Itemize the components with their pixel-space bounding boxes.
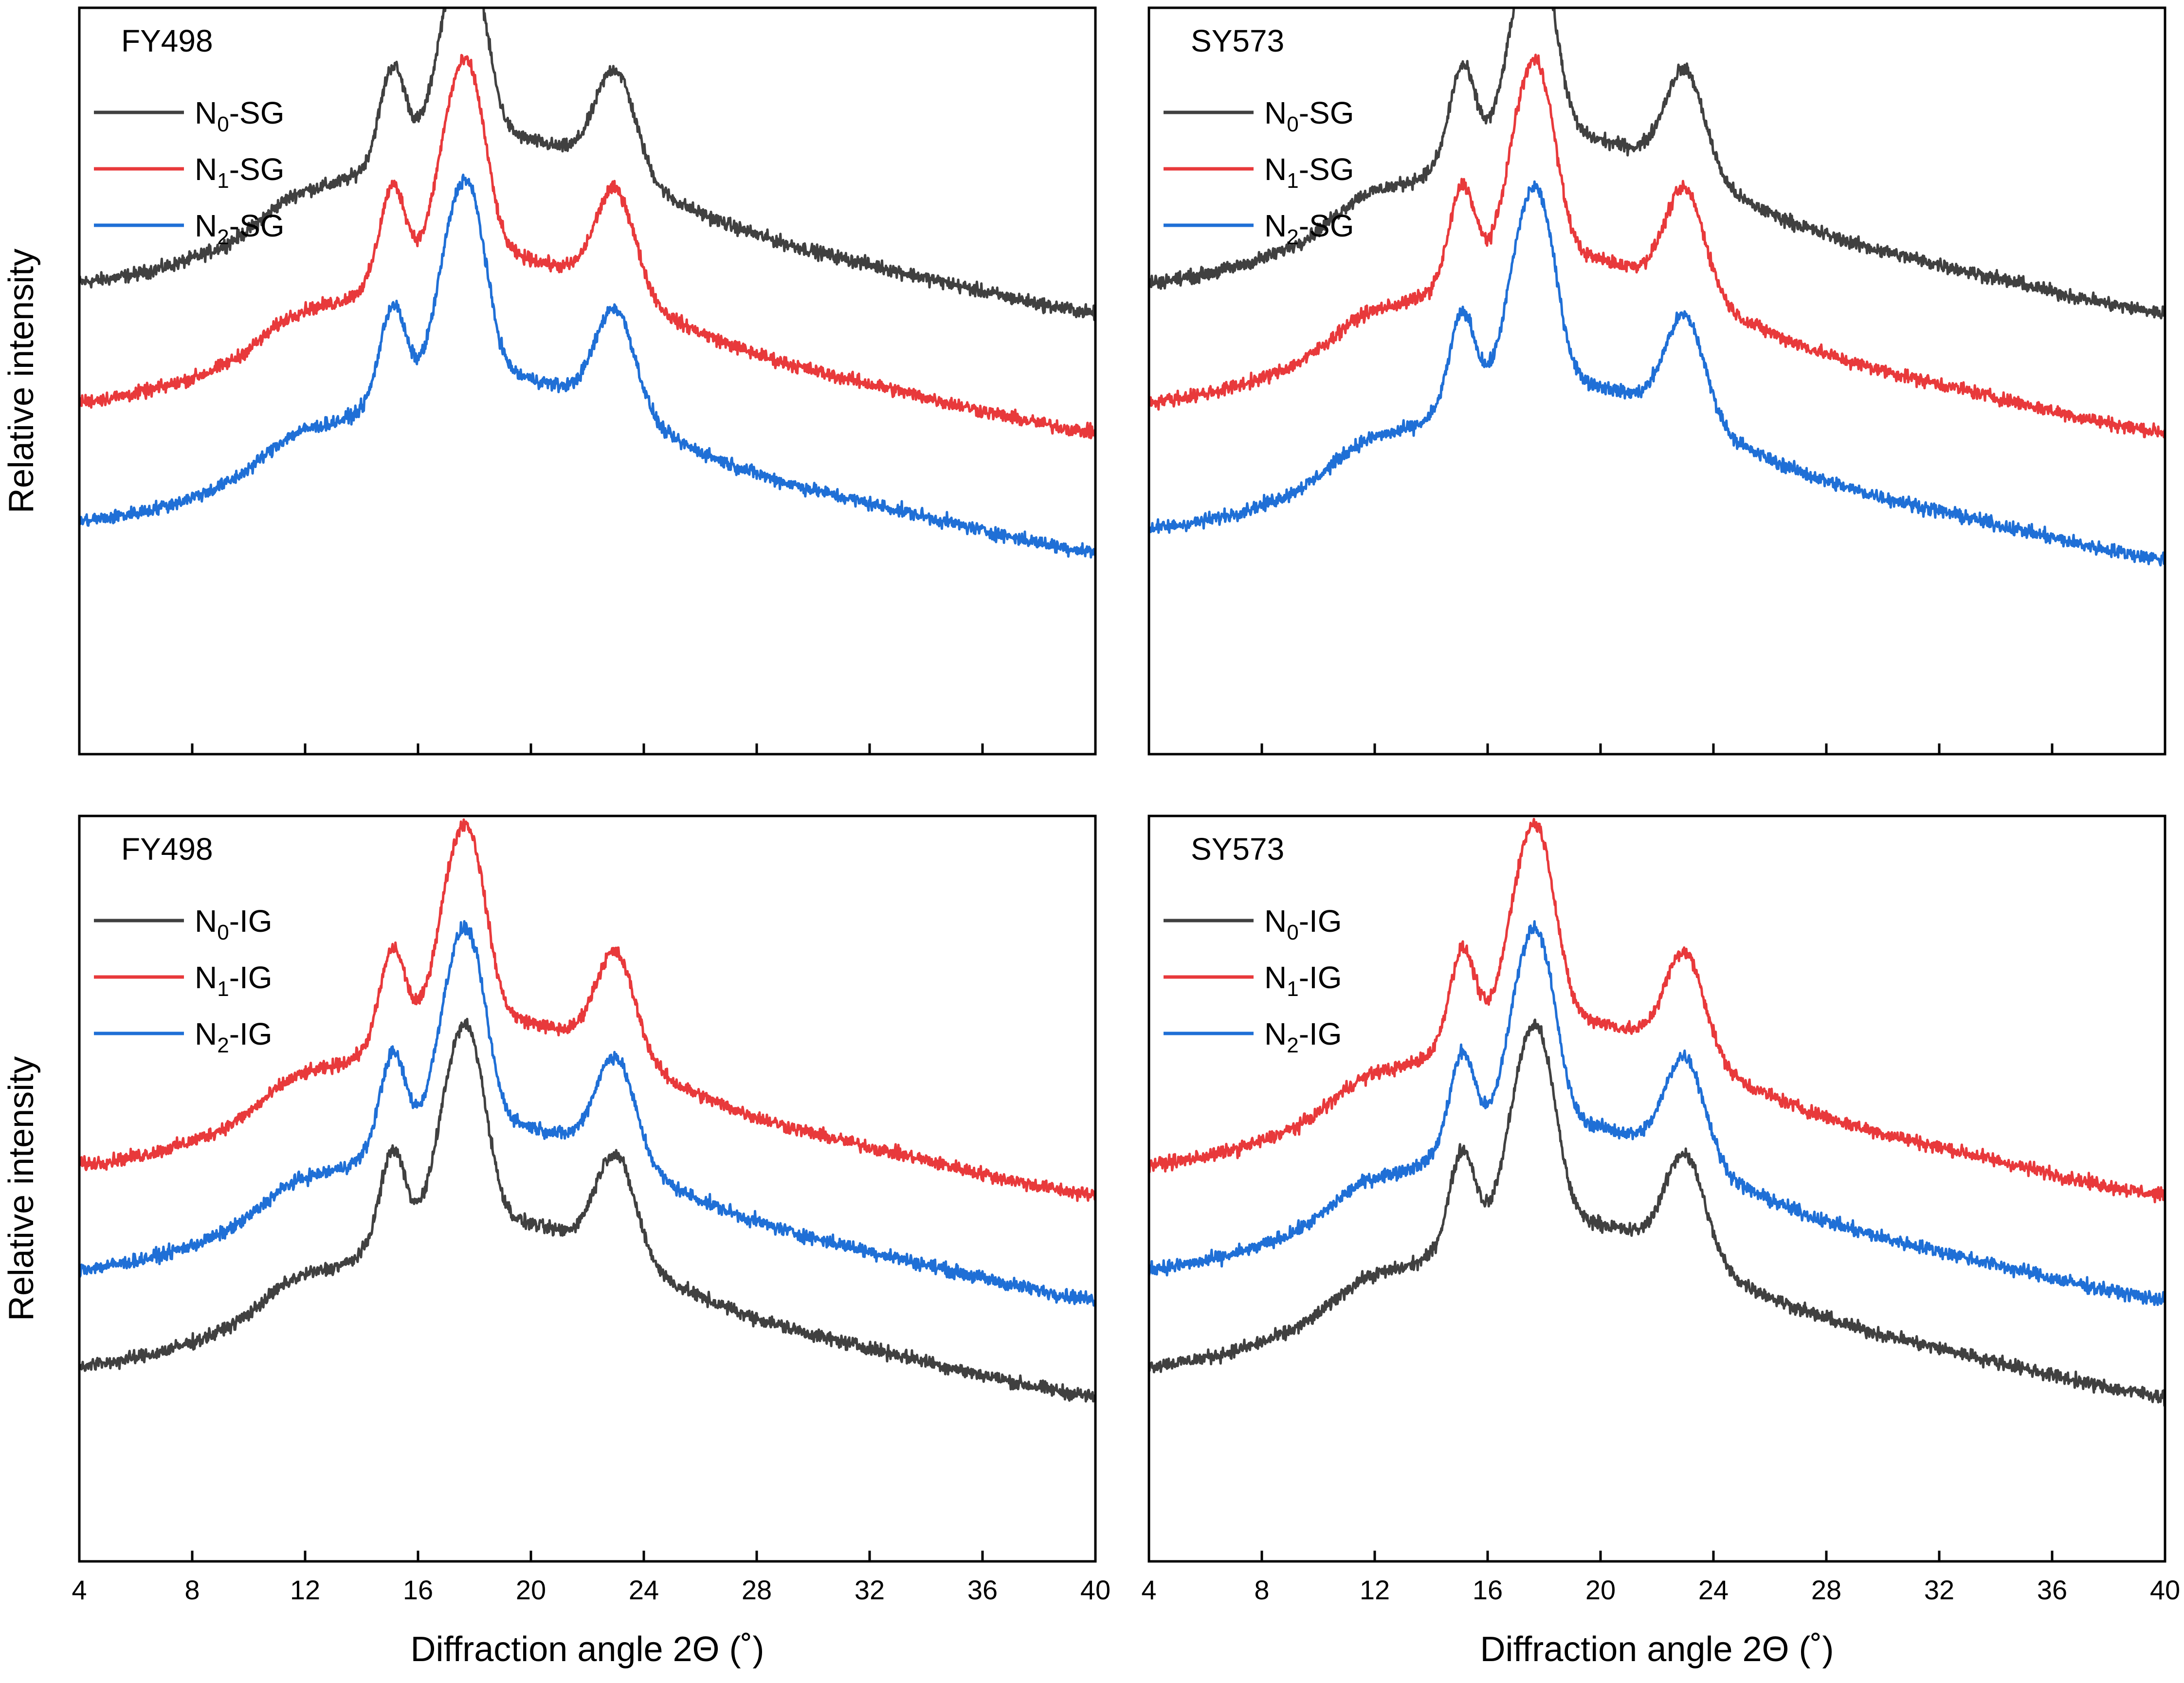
series-line-n2 xyxy=(1149,920,2165,1306)
legend-label: N1-IG xyxy=(195,960,273,1001)
series-line-n0 xyxy=(79,1017,1095,1403)
series-line-n2 xyxy=(1149,180,2165,567)
legend-item-n1: N1-SG xyxy=(1164,152,1354,193)
x-tick-label: 32 xyxy=(855,1574,885,1605)
panel-top-right: SY573 N0-SG N1-SG N2-SG xyxy=(1147,6,2166,756)
x-tick-label: 8 xyxy=(184,1574,200,1605)
panel-title: FY498 xyxy=(121,832,213,867)
x-tick-label: 28 xyxy=(742,1574,772,1605)
x-tick-label: 28 xyxy=(1811,1574,1841,1605)
plot-frame xyxy=(1147,814,2166,1563)
series-line-n2 xyxy=(79,173,1095,559)
series-line-n1 xyxy=(79,54,1095,439)
series-line-n1 xyxy=(1149,54,2165,438)
series-line-n2 xyxy=(79,920,1095,1307)
y-axis-label: Relative intensity xyxy=(2,1056,41,1321)
x-axis-label: Diffraction angle 2Θ (˚) xyxy=(1480,1630,1834,1669)
legend-item-n2: N2-SG xyxy=(94,208,284,249)
series-line-n0 xyxy=(1149,8,2165,320)
x-tick-label: 8 xyxy=(1254,1574,1269,1605)
x-tick-label: 36 xyxy=(2037,1574,2067,1605)
plot-frame xyxy=(78,814,1097,1563)
legend-item-n2: N2-SG xyxy=(1164,208,1354,249)
legend-label: N1-IG xyxy=(1264,960,1342,1001)
series-line-n1 xyxy=(1149,817,2165,1204)
legend-label: N2-IG xyxy=(195,1016,273,1057)
legend-item-n2: N2-IG xyxy=(94,1016,273,1057)
legend-item-n0: N0-IG xyxy=(94,904,273,944)
x-tick-label: 16 xyxy=(403,1574,433,1605)
y-axis-label: Relative intensity xyxy=(2,249,41,513)
legend-label: N2-IG xyxy=(1264,1016,1342,1057)
x-tick-label: 16 xyxy=(1473,1574,1503,1605)
x-axis-label: Diffraction angle 2Θ (˚) xyxy=(411,1630,764,1669)
legend-item-n0: N0-IG xyxy=(1164,904,1342,944)
series-line-n0 xyxy=(79,8,1095,321)
legend-item-n1: N1-SG xyxy=(94,152,284,193)
legend-label: N1-SG xyxy=(1264,152,1354,193)
legend-label: N1-SG xyxy=(195,152,284,193)
legend-label: N0-SG xyxy=(195,95,284,136)
plot-frame xyxy=(1147,6,2166,756)
panel-top-left: FY498 N0-SG N1-SG N2-SG Relative intensity xyxy=(2,6,1097,756)
legend-item-n1: N1-IG xyxy=(94,960,273,1001)
x-tick-label: 20 xyxy=(1585,1574,1616,1605)
legend-label: N2-SG xyxy=(1264,208,1354,249)
plot-frame xyxy=(78,6,1097,756)
x-tick-label: 4 xyxy=(72,1574,87,1605)
x-tick-label: 12 xyxy=(1360,1574,1390,1605)
legend-label: N0-SG xyxy=(1264,95,1354,136)
legend-label: N2-SG xyxy=(195,208,284,249)
legend-item-n1: N1-IG xyxy=(1164,960,1342,1001)
panel-title: SY573 xyxy=(1191,832,1284,867)
x-tick-label: 40 xyxy=(1080,1574,1110,1605)
series-line-n1 xyxy=(79,818,1095,1202)
x-tick-label: 24 xyxy=(1698,1574,1729,1605)
x-tick-label: 36 xyxy=(967,1574,998,1605)
x-tick-label: 12 xyxy=(290,1574,320,1605)
legend-label: N0-IG xyxy=(1264,904,1342,944)
panel-bottom-right: 4 8 12 16 20 24 28 32 36 40 SY573 N0-IG N1-IG N2-IG Di… xyxy=(1141,814,2180,1669)
x-tick-label: 4 xyxy=(1141,1574,1156,1605)
legend-item-n0: N0-SG xyxy=(94,95,284,136)
panel-title: FY498 xyxy=(121,23,213,58)
x-tick-label: 24 xyxy=(629,1574,659,1605)
panel-bottom-left: 4 8 12 16 20 24 28 32 36 40 FY498 N0-IG N1-IG N2-IG Re… xyxy=(2,814,1110,1669)
legend-item-n0: N0-SG xyxy=(1164,95,1354,136)
legend-item-n2: N2-IG xyxy=(1164,1016,1342,1057)
legend-label: N0-IG xyxy=(195,904,273,944)
x-tick-label: 40 xyxy=(2150,1574,2180,1605)
panel-title: SY573 xyxy=(1191,23,1284,58)
x-tick-label: 20 xyxy=(516,1574,546,1605)
x-tick-label: 32 xyxy=(1924,1574,1954,1605)
series-line-n0 xyxy=(1149,1018,2165,1407)
